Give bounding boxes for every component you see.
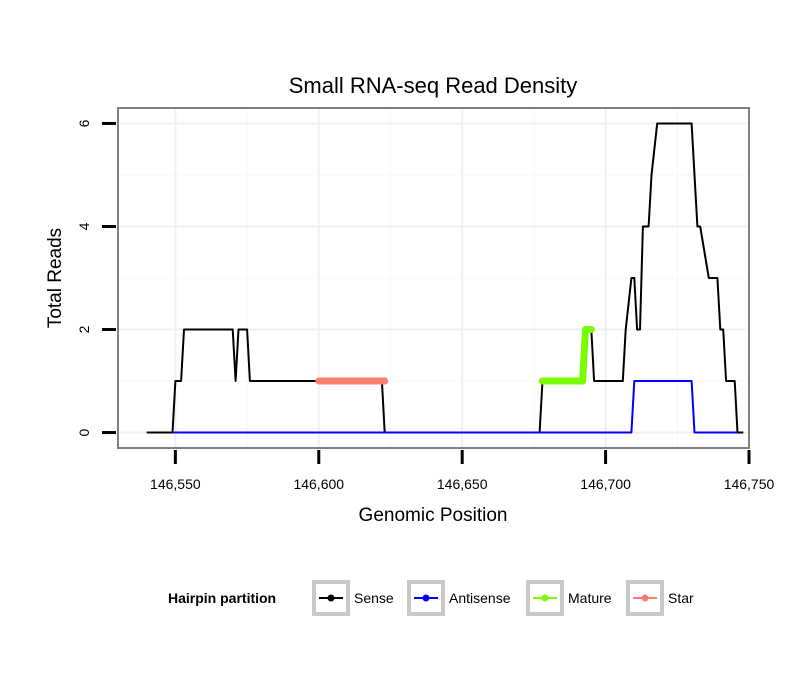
grid [118, 108, 750, 448]
legend-label-star: Star [668, 590, 694, 606]
plot-panel [117, 107, 750, 449]
series-line-antisense [172, 380, 738, 434]
y-tick-label: 4 [76, 222, 92, 230]
y-tick-label: 6 [76, 119, 92, 127]
legend: Hairpin partition Sense Antisense Mature St… [168, 580, 694, 616]
axis-ticks: 146,550 146,600 146,650 146,700 146,750 0 2 4 6 [76, 119, 775, 492]
x-axis-label: Genomic Position [359, 505, 508, 526]
legend-key-point [422, 594, 430, 602]
legend-key-point [327, 594, 335, 602]
x-tick-label: 146,700 [580, 476, 631, 492]
series-line-mature [539, 326, 595, 385]
chart-title: Small RNA-seq Read Density [289, 73, 578, 98]
legend-label-mature: Mature [568, 590, 612, 606]
y-tick-label: 2 [76, 325, 92, 333]
x-tick-label: 146,750 [724, 476, 775, 492]
x-tick-label: 146,600 [293, 476, 344, 492]
series-group [146, 122, 744, 434]
y-axis-label: Total Reads [45, 228, 66, 328]
legend-key-point [541, 594, 549, 602]
legend-key-point [641, 594, 649, 602]
x-tick-label: 146,550 [150, 476, 201, 492]
legend-title: Hairpin partition [168, 590, 276, 606]
y-tick-label: 0 [76, 428, 92, 436]
x-tick-label: 146,650 [437, 476, 488, 492]
legend-label-antisense: Antisense [449, 590, 511, 606]
series-line-sense [146, 122, 744, 434]
legend-label-sense: Sense [354, 590, 394, 606]
legend-key-sense [312, 580, 350, 616]
